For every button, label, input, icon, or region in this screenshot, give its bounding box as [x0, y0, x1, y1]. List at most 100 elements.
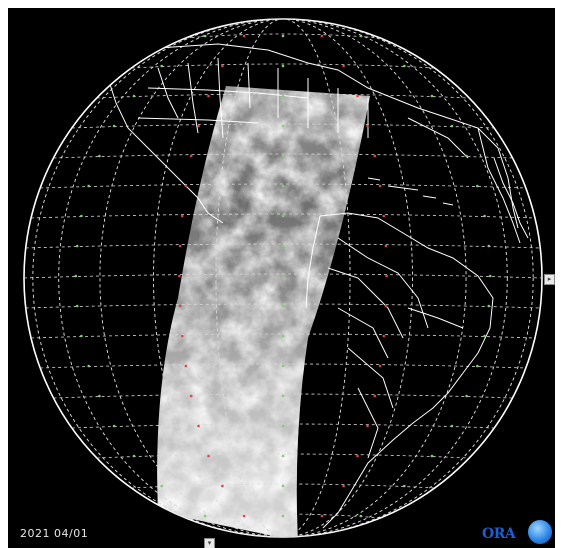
longitude-label-mark [366, 124, 369, 128]
latitude-label-mark [160, 64, 163, 68]
parallel-line [131, 63, 435, 69]
latitude-label-mark [281, 124, 285, 128]
parallel-line [24, 273, 542, 279]
longitude-label-mark [178, 244, 182, 248]
latitude-label-mark [476, 364, 479, 368]
longitude-label-mark [184, 184, 188, 188]
longitude-label-mark [378, 184, 382, 188]
latitude-label-mark [487, 304, 491, 308]
latitude-label-mark [403, 64, 406, 68]
latitude-label-mark [430, 454, 434, 458]
longitude-label-mark [189, 154, 193, 158]
logo-text: ORA [482, 526, 516, 542]
longitude-label-mark [384, 244, 388, 248]
arrow-right-icon[interactable]: ▸ [544, 274, 555, 285]
latitude-label-mark [75, 304, 79, 308]
meridian-line [99, 19, 467, 537]
satellite-swath [157, 86, 370, 537]
longitude-label-mark [242, 34, 246, 38]
latitude-label-mark [281, 424, 285, 428]
longitude-label-mark [180, 334, 184, 338]
longitude-label-mark [178, 304, 182, 308]
latitude-label-mark [281, 304, 285, 308]
latitude-label-mark [450, 424, 454, 428]
latitude-label-mark [281, 514, 285, 518]
latitude-label-mark [281, 364, 285, 368]
meridian-line [215, 19, 351, 537]
longitude-label-mark [342, 64, 345, 68]
parallel-line [96, 453, 470, 459]
graticule [24, 19, 542, 537]
us-state-borders [137, 57, 469, 159]
noaa-logo: ORA [482, 520, 552, 546]
latitude-label-mark [430, 94, 434, 98]
parallel-line [40, 363, 526, 369]
longitude-label-mark [320, 514, 324, 518]
latitude-label-mark [74, 274, 78, 278]
satellite-globe-viewer[interactable]: 2021 04/01 ORA ▸ ▾ [8, 8, 555, 548]
parallel-line [131, 483, 435, 489]
latitude-label-mark [281, 64, 285, 68]
south-america-outline [305, 212, 494, 529]
longitude-label-mark [342, 484, 345, 488]
latitude-label-mark [483, 214, 486, 218]
longitude-label-mark [197, 424, 200, 428]
latitude-label-mark [281, 484, 285, 488]
latitude-label-mark [465, 154, 468, 158]
latitude-label-mark [87, 364, 90, 368]
latitude-label-mark [80, 214, 83, 218]
meridian-line [153, 19, 413, 537]
noaa-logo-icon [528, 520, 552, 544]
parallel-line [185, 513, 381, 519]
latitude-label-mark [160, 484, 163, 488]
florida-outline [493, 157, 529, 239]
parallel-line [53, 393, 513, 399]
latitude-label-mark [87, 184, 90, 188]
latitude-label-mark [281, 334, 285, 338]
longitude-label-mark [180, 214, 184, 218]
longitude-label-mark [373, 154, 377, 158]
latitude-label-mark [80, 334, 83, 338]
latitude-label-mark [203, 34, 207, 38]
latitude-label-mark [112, 424, 116, 428]
latitude-label-mark [483, 334, 486, 338]
coastlines [107, 43, 529, 529]
latitude-label-mark [98, 394, 101, 398]
longitude-label-mark [382, 334, 386, 338]
parallel-line [31, 333, 535, 339]
longitude-label-mark [384, 304, 388, 308]
arrow-down-icon[interactable]: ▾ [204, 538, 215, 548]
latitude-label-mark [487, 244, 491, 248]
longitude-label-mark [184, 364, 188, 368]
latitude-label-mark [281, 214, 285, 218]
latitude-label-mark [203, 514, 207, 518]
parallel-line [53, 153, 513, 159]
north-america-outline [107, 43, 521, 244]
globe-map[interactable] [8, 8, 555, 548]
latitude-label-mark [98, 154, 101, 158]
caribbean-islands [367, 177, 454, 206]
latitude-labels [74, 34, 492, 518]
date-label: 2021 04/01 [20, 527, 89, 540]
latitude-label-mark [403, 484, 406, 488]
latitude-label-mark [450, 124, 454, 128]
latitude-label-mark [132, 454, 136, 458]
parallel-line [40, 183, 526, 189]
longitude-label-mark [207, 454, 210, 458]
parallel-line [71, 423, 495, 429]
parallel-line [71, 123, 495, 129]
longitude-label-mark [221, 484, 224, 488]
longitude-labels [178, 34, 388, 518]
latitude-label-mark [281, 394, 285, 398]
longitude-label-mark [189, 394, 193, 398]
latitude-label-mark [359, 514, 363, 518]
parallel-line [31, 213, 535, 219]
longitude-label-mark [197, 124, 200, 128]
latitude-label-mark [281, 454, 285, 458]
longitude-label-mark [242, 514, 246, 518]
latitude-label-mark [465, 394, 468, 398]
longitude-label-mark [356, 454, 359, 458]
longitude-label-mark [385, 274, 388, 278]
longitude-label-mark [356, 94, 359, 98]
latitude-label-mark [75, 244, 79, 248]
